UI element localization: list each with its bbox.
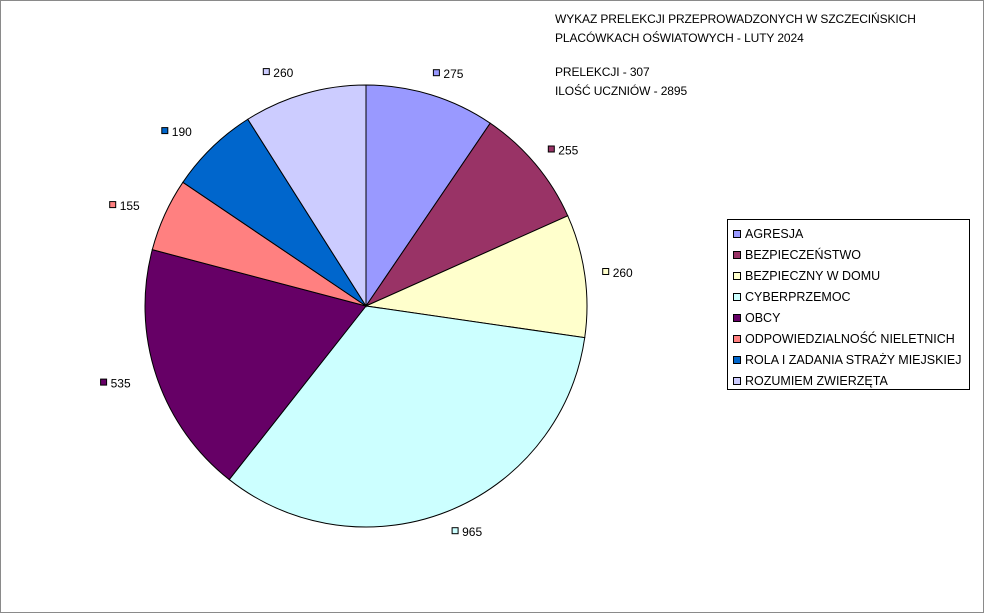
chart-title-block: WYKAZ PRELEKCJI PRZEPROWADZONYCH W SZCZE…: [555, 10, 916, 101]
data-label-swatch: [161, 127, 169, 135]
data-label-value: 535: [111, 377, 131, 391]
legend-label: AGRESJA: [745, 226, 804, 241]
data-label-value: 190: [172, 125, 192, 139]
data-label: 535: [100, 377, 131, 391]
data-labels: 275 255 260 965 535 155 190 260: [100, 66, 633, 539]
legend-label: BEZPIECZNY W DOMU: [745, 268, 881, 283]
data-label-swatch: [547, 145, 555, 153]
legend-item: CYBERPRZEMOC: [728, 286, 969, 307]
pie-slice-obcy: [144, 249, 367, 481]
data-label: 260: [602, 266, 633, 280]
chart-legend: AGRESJA BEZPIECZEŃSTWO BEZPIECZNY W DOMU CY…: [727, 219, 970, 390]
legend-label: CYBERPRZEMOC: [745, 289, 851, 304]
legend-swatch: [733, 355, 741, 364]
legend-swatch: [733, 334, 741, 343]
data-label: 155: [109, 199, 140, 213]
data-label-swatch: [451, 527, 459, 535]
legend-swatch: [733, 250, 741, 259]
legend-label: ROLA I ZADANIA STRAŻY MIEJSKIEJ: [745, 352, 962, 367]
legend-item: AGRESJA: [728, 223, 969, 244]
legend-label: OBCY: [745, 310, 781, 325]
data-label-value: 255: [558, 144, 578, 158]
legend-item: BEZPIECZEŃSTWO: [728, 244, 969, 265]
data-label-swatch: [262, 68, 270, 76]
legend-label: ROZUMIEM ZWIERZĘTA: [745, 373, 888, 388]
data-label: 260: [262, 66, 294, 80]
legend-item: ROZUMIEM ZWIERZĘTA: [728, 370, 969, 391]
pie-slices: [144, 84, 588, 528]
data-label-value: 155: [120, 199, 140, 213]
data-label-swatch: [100, 378, 108, 386]
legend-label: BEZPIECZEŃSTWO: [745, 247, 861, 262]
legend-item: ODPOWIEDZIALNOŚĆ NIELETNICH: [728, 328, 969, 349]
data-label-swatch: [432, 69, 440, 77]
chart-title-line-1: WYKAZ PRELEKCJI PRZEPROWADZONYCH W SZCZE…: [555, 12, 916, 26]
data-label-value: 965: [462, 525, 482, 539]
legend-swatch: [733, 376, 741, 385]
student-count: ILOŚĆ UCZNIÓW - 2895: [555, 84, 688, 98]
lecture-count: PRELEKCJI - 307: [555, 65, 650, 79]
legend-swatch: [733, 271, 741, 280]
data-label-swatch: [109, 201, 117, 209]
pie-slice-rozumiem-zwierz-ta: [247, 84, 367, 308]
legend-swatch: [733, 313, 741, 322]
data-label-value: 275: [443, 67, 463, 81]
legend-item: ROLA I ZADANIA STRAŻY MIEJSKIEJ: [728, 349, 969, 370]
data-label: 255: [547, 144, 579, 158]
data-label-swatch: [602, 268, 610, 275]
data-label-value: 260: [273, 66, 293, 80]
legend-swatch: [733, 229, 741, 238]
pie-slice-agresja: [365, 84, 491, 308]
data-label: 190: [161, 125, 192, 139]
legend-item: BEZPIECZNY W DOMU: [728, 265, 969, 286]
data-label: 965: [451, 525, 482, 539]
chart-title-line-2: PLACÓWKACH OŚWIATOWYCH - LUTY 2024: [555, 31, 804, 45]
data-label: 275: [432, 67, 464, 81]
legend-swatch: [733, 292, 741, 301]
pie-slice-cyberprzemoc: [228, 305, 586, 528]
pie-slice-bezpieczny-w-domu: [364, 215, 588, 339]
pie-slice-bezpiecze-stwo: [364, 122, 569, 308]
legend-label: ODPOWIEDZIALNOŚĆ NIELETNICH: [745, 331, 955, 346]
data-label-value: 260: [613, 266, 633, 280]
legend-item: OBCY: [728, 307, 969, 328]
